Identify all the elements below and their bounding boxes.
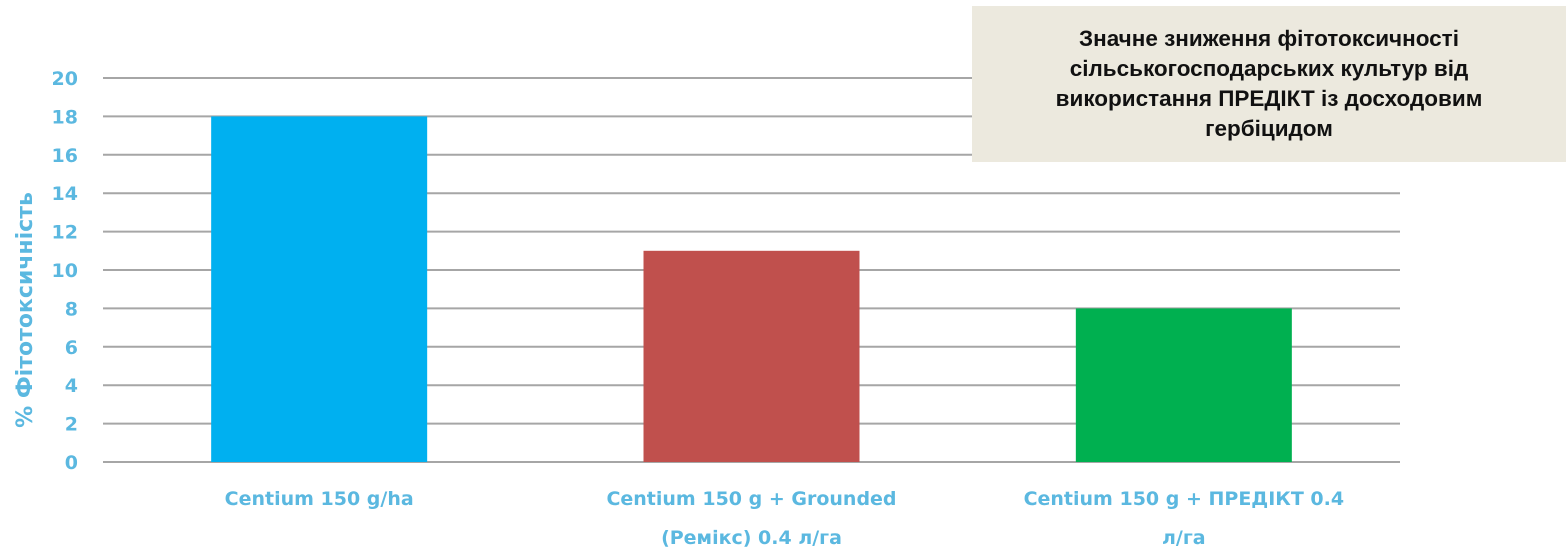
y-tick-label: 16 xyxy=(52,145,78,167)
bar xyxy=(211,116,428,463)
x-category-label: л/га xyxy=(1162,527,1206,549)
bars xyxy=(211,116,1292,463)
y-tick-label: 10 xyxy=(52,260,78,282)
y-tick-label: 6 xyxy=(65,337,78,359)
chart-title-box: Значне зниження фітотоксичності сільсько… xyxy=(972,6,1566,162)
y-tick-label: 0 xyxy=(65,452,78,474)
x-category-labels: Centium 150 g/ha Centium 150 g + Grounded… xyxy=(225,488,1344,549)
bar xyxy=(1075,308,1292,462)
x-category-label: Centium 150 g + ПРЕДІКТ 0.4 xyxy=(1024,488,1344,510)
y-tick-label: 20 xyxy=(52,68,78,90)
y-axis-label: % Фітотоксичність xyxy=(13,192,38,428)
y-tick-label: 2 xyxy=(65,414,78,436)
y-tick-label: 8 xyxy=(65,298,78,320)
bar xyxy=(643,250,860,462)
x-category-label: Centium 150 g + Grounded xyxy=(606,488,896,510)
y-tick-label: 4 xyxy=(65,375,78,397)
chart-title: Значне зниження фітотоксичності сільсько… xyxy=(1055,26,1483,141)
y-tick-label: 14 xyxy=(52,183,78,205)
y-tick-labels: 0 2 4 6 8 10 12 14 16 18 20 xyxy=(52,68,78,474)
y-tick-label: 12 xyxy=(52,222,78,244)
y-tick-label: 18 xyxy=(52,106,78,128)
x-category-label: Centium 150 g/ha xyxy=(225,488,414,510)
x-category-label: (Ремікс) 0.4 л/га xyxy=(661,527,842,549)
